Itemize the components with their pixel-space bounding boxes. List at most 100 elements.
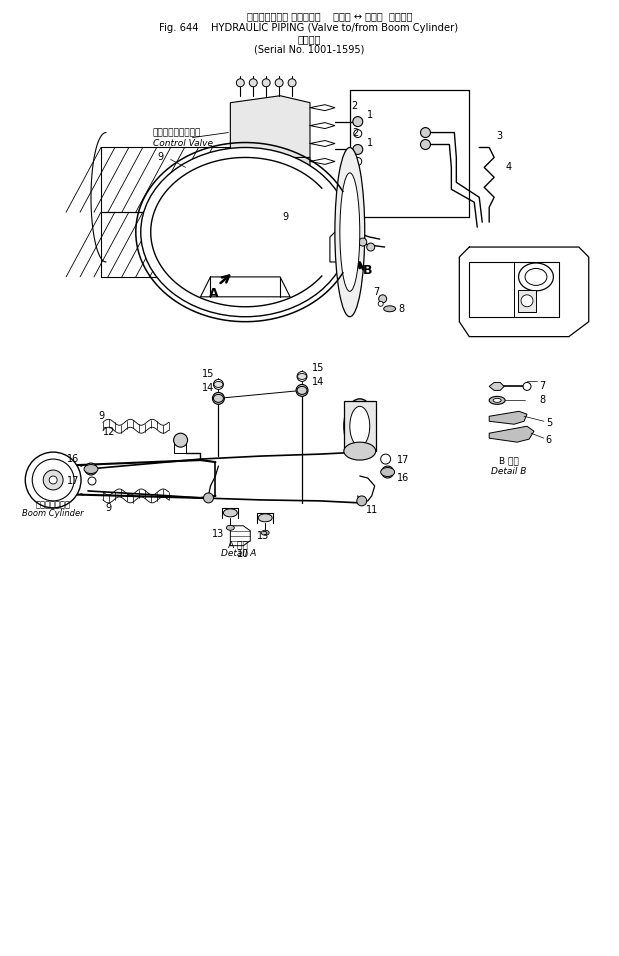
Circle shape: [49, 476, 57, 484]
Circle shape: [351, 233, 359, 241]
Text: 4: 4: [506, 163, 512, 172]
Text: ハイドロリック パイピング    バルブ ↔ ブーム  シリンダ: ハイドロリック パイピング バルブ ↔ ブーム シリンダ: [247, 11, 413, 21]
Text: 9: 9: [158, 152, 164, 163]
Text: コントロールバルブ: コントロールバルブ: [153, 128, 201, 137]
Text: 15: 15: [312, 363, 324, 374]
Circle shape: [420, 127, 430, 138]
Circle shape: [379, 294, 387, 303]
Ellipse shape: [384, 306, 396, 312]
Polygon shape: [489, 382, 504, 390]
Bar: [344, 402, 376, 451]
Ellipse shape: [344, 443, 376, 460]
Polygon shape: [230, 158, 310, 214]
Circle shape: [32, 459, 74, 501]
Text: 14: 14: [312, 378, 324, 387]
Text: 6: 6: [546, 435, 552, 445]
Text: 5: 5: [546, 418, 552, 428]
Circle shape: [353, 117, 363, 126]
Text: 9: 9: [98, 411, 104, 422]
Circle shape: [88, 477, 96, 485]
Text: 13: 13: [257, 531, 269, 541]
Ellipse shape: [223, 509, 237, 517]
Ellipse shape: [350, 406, 370, 446]
Polygon shape: [489, 411, 527, 424]
Circle shape: [214, 380, 223, 389]
Text: 2: 2: [353, 127, 359, 138]
Circle shape: [173, 433, 188, 447]
Ellipse shape: [258, 513, 272, 522]
Circle shape: [212, 392, 224, 404]
Ellipse shape: [261, 531, 269, 535]
Text: B: B: [363, 265, 373, 277]
Text: 8: 8: [399, 304, 405, 314]
Circle shape: [249, 78, 258, 87]
Text: 16: 16: [396, 473, 409, 483]
Text: Control Valve: Control Valve: [153, 139, 213, 148]
Ellipse shape: [525, 269, 547, 286]
Text: (Serial No. 1001-1595): (Serial No. 1001-1595): [254, 45, 364, 54]
Text: 9: 9: [282, 212, 288, 222]
Circle shape: [297, 372, 307, 381]
Ellipse shape: [344, 399, 376, 453]
Circle shape: [523, 382, 531, 390]
Text: A: A: [209, 288, 219, 300]
Text: 適用号機: 適用号機: [297, 34, 321, 44]
Ellipse shape: [493, 399, 501, 402]
Text: 7: 7: [539, 381, 545, 391]
Circle shape: [204, 493, 214, 503]
Circle shape: [420, 140, 430, 149]
Ellipse shape: [297, 386, 307, 395]
Text: Detail B: Detail B: [491, 467, 527, 475]
Circle shape: [382, 467, 394, 478]
Polygon shape: [230, 96, 310, 164]
Polygon shape: [489, 426, 534, 443]
Circle shape: [381, 454, 391, 464]
Circle shape: [288, 78, 296, 87]
Text: Fig. 644    HYDRAULIC PIPING (Valve to/from Boom Cylinder): Fig. 644 HYDRAULIC PIPING (Valve to/from…: [160, 23, 459, 33]
Text: 3: 3: [496, 131, 502, 141]
Ellipse shape: [214, 381, 223, 387]
Ellipse shape: [335, 147, 365, 316]
Ellipse shape: [298, 374, 306, 380]
Ellipse shape: [340, 173, 360, 292]
Text: 10: 10: [237, 549, 249, 558]
Bar: [518, 290, 536, 312]
Text: 14: 14: [202, 383, 215, 394]
Ellipse shape: [381, 467, 395, 476]
Text: 16: 16: [67, 454, 79, 464]
Text: 17: 17: [397, 455, 410, 465]
Text: 11: 11: [366, 505, 378, 515]
Circle shape: [354, 158, 361, 165]
Text: Detail A: Detail A: [220, 549, 256, 558]
Ellipse shape: [214, 395, 223, 402]
Circle shape: [378, 301, 383, 306]
Text: 17: 17: [67, 476, 79, 486]
Text: 12: 12: [103, 427, 115, 437]
Circle shape: [262, 78, 270, 87]
Circle shape: [357, 496, 366, 506]
Circle shape: [43, 470, 63, 489]
Text: 1: 1: [366, 110, 373, 120]
Ellipse shape: [141, 147, 350, 316]
Ellipse shape: [227, 525, 235, 531]
Circle shape: [236, 78, 245, 87]
Text: 15: 15: [202, 369, 215, 380]
Ellipse shape: [489, 397, 505, 404]
Circle shape: [353, 144, 363, 155]
Text: 13: 13: [212, 529, 225, 539]
Text: 1: 1: [366, 138, 373, 147]
Circle shape: [85, 463, 97, 475]
Ellipse shape: [519, 263, 553, 291]
Ellipse shape: [84, 465, 98, 473]
Circle shape: [366, 243, 374, 251]
Circle shape: [521, 294, 533, 307]
Text: 7: 7: [374, 287, 380, 297]
Circle shape: [275, 78, 283, 87]
Text: Boom Cylinder: Boom Cylinder: [22, 510, 84, 518]
Circle shape: [296, 384, 308, 397]
Text: B 詳細: B 詳細: [500, 457, 519, 466]
Text: 2: 2: [352, 100, 358, 111]
Circle shape: [354, 130, 361, 138]
Text: 8: 8: [539, 396, 545, 405]
Circle shape: [25, 452, 81, 508]
